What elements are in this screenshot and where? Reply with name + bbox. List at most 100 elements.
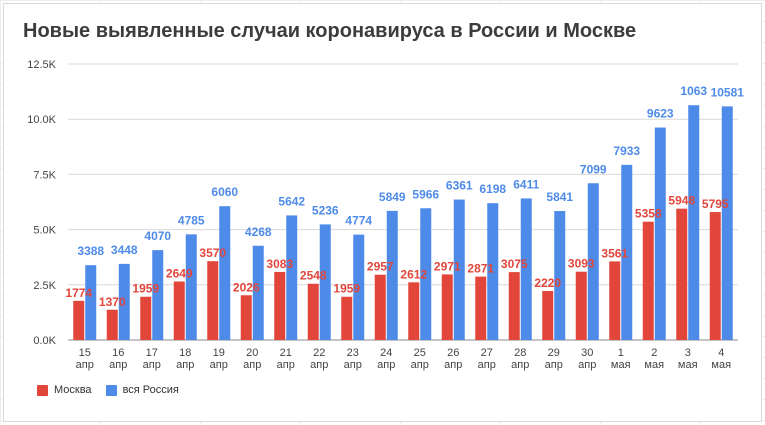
data-label-russia: 6411	[513, 177, 539, 191]
bar-moscow[interactable]	[140, 296, 152, 340]
bar-russia[interactable]	[152, 250, 164, 340]
x-tick-label-month: апр	[310, 359, 328, 371]
bar-russia[interactable]	[353, 234, 365, 340]
x-tick-label-day: 4	[718, 347, 724, 359]
bar-russia[interactable]	[554, 211, 566, 340]
data-label-russia: 3448	[111, 243, 138, 257]
bar-russia[interactable]	[219, 206, 231, 340]
bar-moscow[interactable]	[508, 272, 520, 340]
data-label-russia: 4070	[144, 229, 171, 243]
legend-item-moscow[interactable]: Москва	[37, 384, 92, 396]
data-label-russia: 7933	[613, 144, 640, 158]
x-tick-label-day: 27	[481, 347, 493, 359]
data-label-moscow: 2026	[233, 280, 260, 294]
x-tick-label-day: 2	[651, 347, 657, 359]
bar-moscow[interactable]	[609, 261, 621, 340]
bar-russia[interactable]	[587, 183, 599, 340]
data-label-moscow: 1774	[65, 286, 92, 300]
data-label-moscow: 2957	[367, 260, 394, 274]
x-tick-label-day: 29	[548, 347, 560, 359]
bar-russia[interactable]	[420, 208, 432, 340]
bar-russia[interactable]	[185, 234, 197, 340]
legend-item-russia[interactable]: вся Россия	[105, 384, 179, 396]
x-tick-label-month: апр	[344, 359, 362, 371]
bar-moscow[interactable]	[173, 281, 185, 340]
bar-russia[interactable]	[85, 265, 97, 340]
chart-title: Новые выявленные случаи коронавируса в Р…	[23, 20, 637, 42]
bar-russia[interactable]	[118, 263, 130, 340]
y-tick-label: 7.5K	[33, 169, 56, 181]
x-tick-label-day: 22	[313, 347, 325, 359]
bar-moscow[interactable]	[642, 221, 654, 340]
bar-moscow[interactable]	[207, 261, 219, 340]
bar-russia[interactable]	[520, 198, 532, 340]
data-label-moscow: 1959	[333, 282, 360, 296]
bar-moscow[interactable]	[575, 271, 587, 340]
data-label-moscow: 2548	[300, 269, 327, 283]
y-tick-label: 5.0K	[33, 225, 56, 237]
bar-russia[interactable]	[487, 203, 499, 340]
data-label-moscow: 2612	[400, 267, 427, 281]
bar-moscow[interactable]	[341, 296, 353, 340]
x-tick-label-month: апр	[210, 359, 228, 371]
bar-moscow[interactable]	[408, 282, 420, 340]
x-tick-label-month: мая	[678, 359, 698, 371]
data-label-moscow: 2871	[467, 262, 494, 276]
data-label-russia: 6198	[479, 182, 506, 196]
x-tick-label-day: 25	[414, 347, 426, 359]
data-label-moscow: 1959	[132, 282, 159, 296]
chart-legend: Москва вся Россия	[37, 384, 179, 396]
data-label-moscow: 5358	[635, 207, 662, 221]
bar-russia[interactable]	[621, 164, 633, 340]
bar-moscow[interactable]	[106, 309, 118, 340]
bar-russia[interactable]	[286, 215, 298, 340]
x-tick-label-month: апр	[176, 359, 194, 371]
x-tick-label-month: апр	[243, 359, 261, 371]
data-label-moscow: 3083	[266, 257, 293, 271]
bar-moscow[interactable]	[709, 212, 721, 340]
data-label-russia: 3388	[77, 244, 104, 258]
data-label-moscow: 1370	[99, 295, 126, 309]
data-label-moscow: 3075	[501, 257, 528, 271]
x-tick-label-month: апр	[511, 359, 529, 371]
bar-moscow[interactable]	[542, 290, 554, 340]
data-label-russia: 5642	[278, 194, 305, 208]
x-tick-label-day: 19	[213, 347, 225, 359]
data-label-russia: 10581	[711, 85, 745, 99]
bar-moscow[interactable]	[240, 295, 252, 340]
chart-frame[interactable]	[3, 3, 762, 422]
bar-russia[interactable]	[721, 106, 733, 340]
data-label-moscow: 5795	[702, 197, 729, 211]
bar-moscow[interactable]	[307, 283, 319, 340]
x-tick-label-day: 28	[514, 347, 526, 359]
x-tick-label-day: 15	[79, 347, 91, 359]
bar-russia[interactable]	[386, 210, 398, 340]
x-tick-label-day: 16	[112, 347, 124, 359]
x-tick-label-month: апр	[143, 359, 161, 371]
bar-russia[interactable]	[252, 245, 264, 340]
bar-russia[interactable]	[453, 199, 465, 340]
data-label-russia: 5841	[546, 190, 573, 204]
bar-moscow[interactable]	[441, 274, 453, 340]
bar-moscow[interactable]	[374, 274, 386, 340]
bar-moscow[interactable]	[475, 276, 487, 340]
bar-russia[interactable]	[654, 127, 666, 340]
x-tick-label-month: апр	[411, 359, 429, 371]
data-label-moscow: 3093	[568, 257, 595, 271]
x-tick-label-month: мая	[611, 359, 631, 371]
x-tick-label-day: 23	[347, 347, 359, 359]
data-label-russia: 4785	[178, 213, 205, 227]
bar-moscow[interactable]	[676, 208, 688, 340]
x-tick-label-day: 24	[380, 347, 392, 359]
bar-moscow[interactable]	[274, 271, 286, 340]
x-tick-label-day: 20	[246, 347, 258, 359]
x-tick-label-day: 17	[146, 347, 158, 359]
bar-russia[interactable]	[688, 105, 700, 340]
x-tick-label-month: апр	[277, 359, 295, 371]
legend-swatch-russia	[105, 384, 117, 396]
data-label-russia: 5849	[379, 190, 406, 204]
bar-moscow[interactable]	[73, 300, 85, 340]
bar-russia[interactable]	[319, 224, 331, 340]
y-tick-label: 2.5K	[33, 280, 56, 292]
